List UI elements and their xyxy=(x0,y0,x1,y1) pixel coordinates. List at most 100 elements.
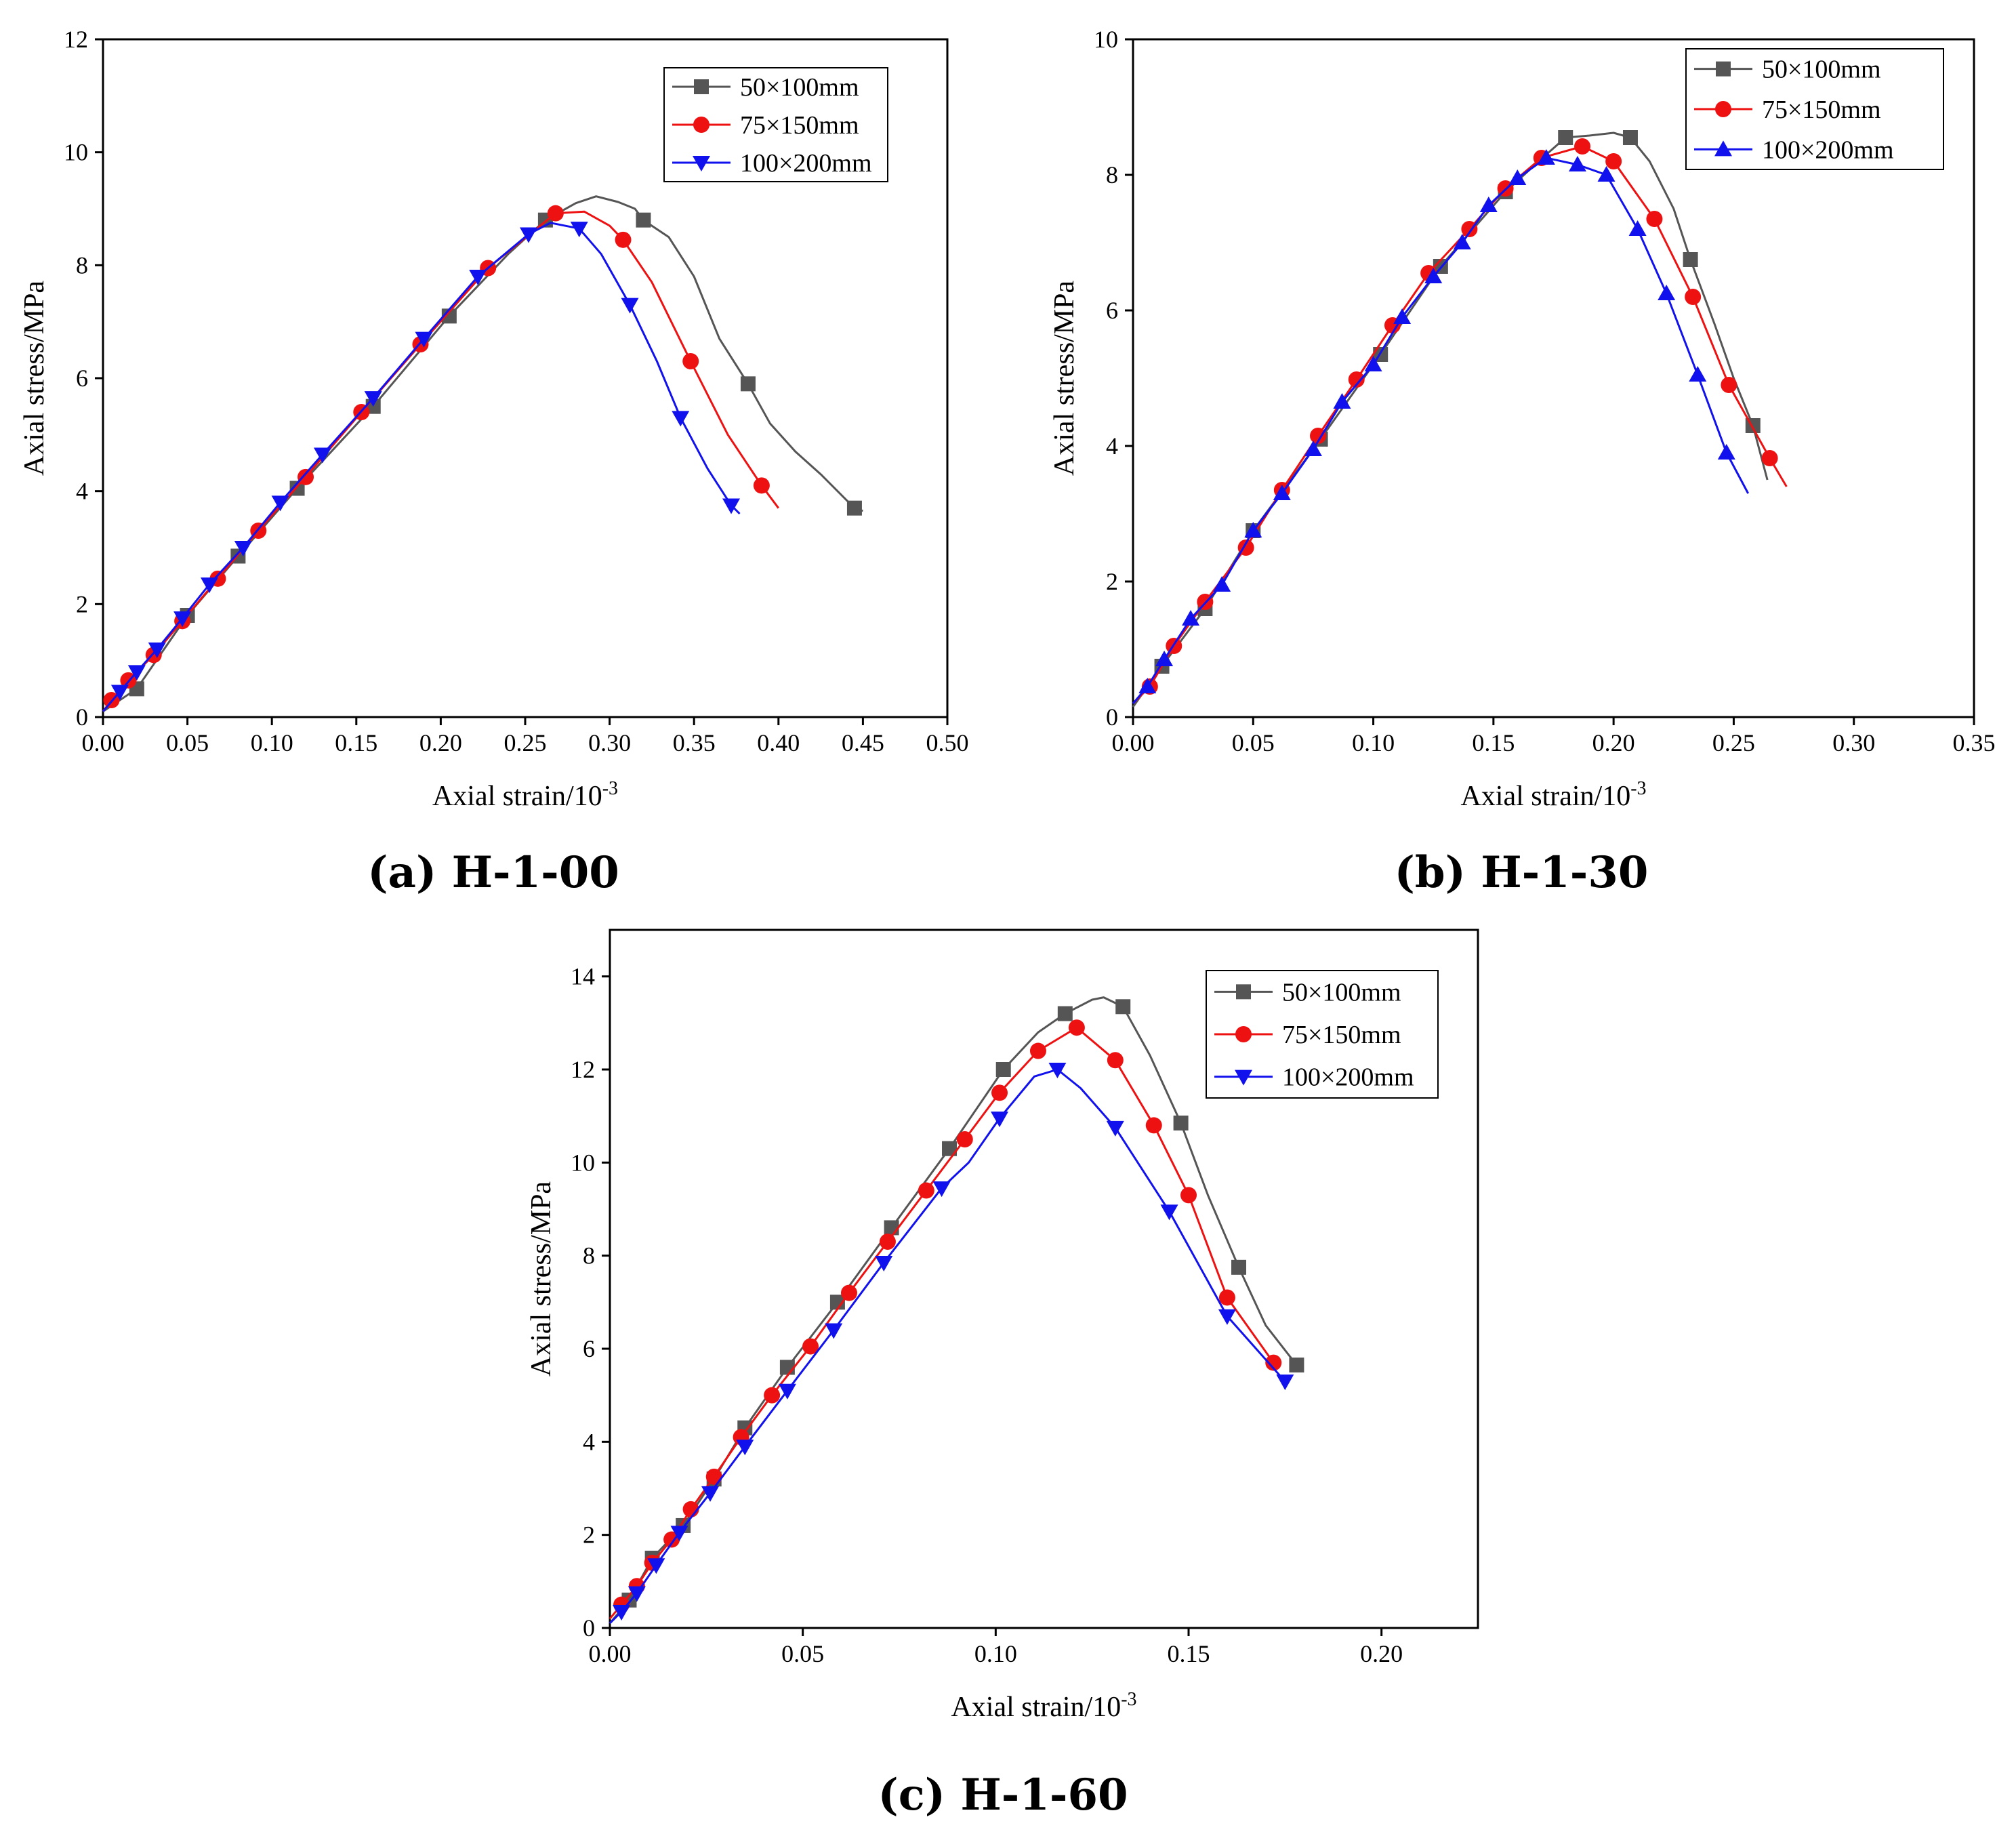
y-tick-label: 8 xyxy=(1106,161,1118,188)
data-point xyxy=(271,495,289,512)
y-tick-label: 10 xyxy=(571,1149,595,1176)
legend-marker xyxy=(1716,61,1731,77)
legend-label: 100×200mm xyxy=(740,149,872,178)
data-point xyxy=(621,298,639,314)
caption-c: (c) H-1-60 xyxy=(878,1770,1128,1820)
legend: 50×100mm 75×150mm 100×200mm xyxy=(1206,970,1439,1099)
y-tick-label: 12 xyxy=(571,1056,595,1083)
data-point xyxy=(1244,522,1262,537)
data-point xyxy=(1310,428,1327,444)
data-point xyxy=(1605,153,1622,169)
data-point xyxy=(1276,1374,1294,1391)
data-point xyxy=(1231,1259,1247,1275)
x-tick-label: 0.40 xyxy=(757,729,800,756)
data-point xyxy=(884,1220,899,1236)
data-point xyxy=(313,447,331,464)
data-point xyxy=(846,500,862,516)
data-point xyxy=(1348,371,1365,388)
data-point xyxy=(613,1604,631,1621)
data-point xyxy=(1646,211,1663,227)
data-point xyxy=(1068,1019,1085,1036)
series-line xyxy=(102,210,780,712)
legend-label: 100×200mm xyxy=(1762,136,1894,164)
series-75×150mm xyxy=(1132,138,1788,705)
data-point xyxy=(956,1131,973,1147)
x-tick-label: 0.10 xyxy=(251,729,293,756)
data-point xyxy=(1622,130,1638,145)
data-point xyxy=(995,1062,1011,1077)
x-axis-label-exponent: -3 xyxy=(1630,778,1646,799)
data-point xyxy=(110,685,129,701)
y-tick-label: 6 xyxy=(583,1335,595,1362)
data-point xyxy=(1218,1289,1235,1306)
data-point xyxy=(1574,138,1591,155)
data-point xyxy=(1155,651,1174,666)
y-tick-label: 2 xyxy=(583,1522,595,1549)
y-axis-label: Axial stress/MPa xyxy=(526,1181,557,1377)
series-line xyxy=(1132,131,1769,708)
data-point xyxy=(663,1531,680,1548)
y-tick-label: 0 xyxy=(583,1614,595,1642)
y-axis-label: Axial stress/MPa xyxy=(1049,281,1080,476)
y-tick-label: 10 xyxy=(1094,26,1118,53)
data-point xyxy=(1424,268,1443,283)
data-point xyxy=(364,391,382,407)
y-tick-label: 0 xyxy=(1106,704,1118,731)
data-point xyxy=(1453,234,1471,249)
data-point xyxy=(1138,678,1157,693)
x-tick-label: 0.05 xyxy=(166,729,209,756)
y-axis-label: Axial stress/MPa xyxy=(19,281,50,476)
x-tick-label: 0.20 xyxy=(1360,1640,1403,1667)
plot-frame xyxy=(609,929,1479,1629)
data-point xyxy=(1537,149,1555,165)
data-point xyxy=(802,1338,819,1355)
data-point xyxy=(1160,1204,1178,1221)
data-point xyxy=(1289,1358,1304,1373)
y-tick-label: 4 xyxy=(76,478,88,505)
data-point xyxy=(1106,1120,1124,1137)
data-point xyxy=(1761,450,1778,466)
x-tick-label: 0.05 xyxy=(781,1640,824,1667)
x-tick-label: 0.00 xyxy=(82,729,125,756)
data-point xyxy=(200,577,218,594)
chart-panel-b: 0.00 0.05 0.10 0.15 0.20 0.25 0.30 0.35 0 2 4 6 8 10 A… xyxy=(1049,26,1996,812)
x-tick-label: 0.30 xyxy=(588,729,631,756)
legend: 50×100mm 75×150mm 100×200mm xyxy=(1685,48,1944,170)
legend-marker xyxy=(1235,1069,1252,1086)
data-point xyxy=(173,611,192,628)
y-tick-label: 8 xyxy=(583,1242,595,1269)
data-point xyxy=(1333,393,1351,409)
caption-a: (a) H-1-00 xyxy=(367,847,619,898)
x-tick-label: 0.05 xyxy=(1232,729,1275,756)
y-tick-label: 4 xyxy=(1106,432,1118,460)
data-point xyxy=(1304,441,1322,456)
data-point xyxy=(991,1112,1009,1128)
series-50×100mm xyxy=(609,996,1304,1625)
legend-label: 50×100mm xyxy=(740,73,859,102)
data-point xyxy=(764,1387,781,1404)
legend-marker xyxy=(1235,1026,1252,1042)
data-point xyxy=(1717,444,1735,460)
data-point xyxy=(1479,197,1498,212)
series-line xyxy=(609,1026,1275,1620)
chart-panel-c: 0.00 0.05 0.10 0.15 0.20 0 2 4 6 8 10 12 14 Axial str… xyxy=(526,929,1479,1723)
data-point xyxy=(1568,156,1586,171)
legend-label: 75×150mm xyxy=(1282,1021,1401,1049)
data-point xyxy=(1364,356,1382,371)
data-point xyxy=(1685,289,1702,305)
data-point xyxy=(879,1234,896,1250)
y-tick-label: 12 xyxy=(64,26,88,53)
data-point xyxy=(1115,999,1131,1015)
data-point xyxy=(753,477,770,494)
series-line xyxy=(102,195,863,712)
data-point xyxy=(1683,252,1698,267)
data-point xyxy=(1218,1309,1236,1325)
series-100×200mm xyxy=(102,222,741,712)
series-line xyxy=(1132,157,1750,704)
data-point xyxy=(615,231,632,248)
data-point xyxy=(1182,610,1200,626)
x-tick-label: 0.15 xyxy=(335,729,377,756)
y-tick-label: 4 xyxy=(583,1428,595,1455)
data-point xyxy=(736,1440,754,1456)
